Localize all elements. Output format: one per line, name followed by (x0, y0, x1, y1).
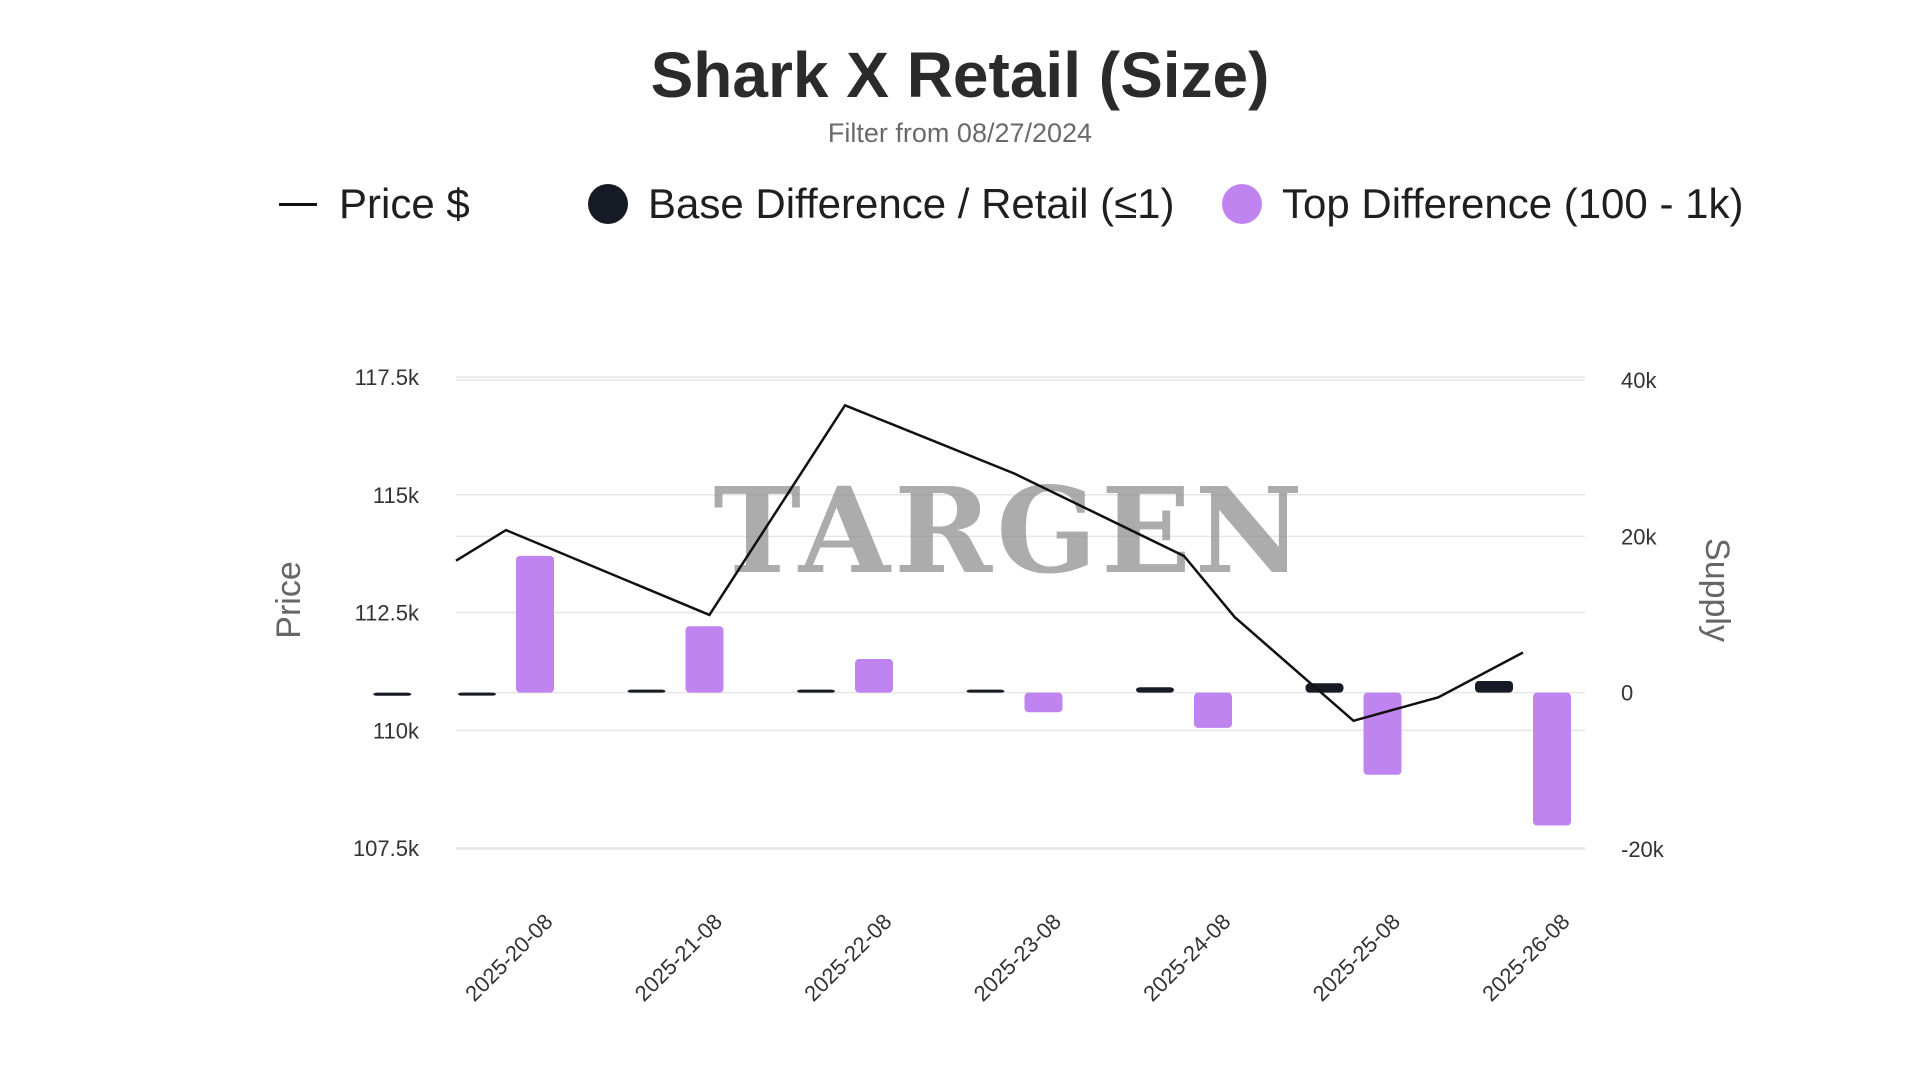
bar-top-difference[interactable] (1194, 692, 1232, 728)
line-swatch-icon (279, 202, 317, 206)
legend-item-price[interactable]: Price $ (279, 180, 470, 228)
bar-base-difference[interactable] (627, 689, 666, 693)
bar-base-difference[interactable] (1136, 687, 1174, 693)
bar-group (373, 555, 1571, 826)
left-axis-title: Price (270, 561, 308, 638)
grid-lines (456, 376, 1585, 850)
right-tick-label: 40k (1621, 368, 1657, 393)
price-line[interactable] (455, 403, 1524, 723)
x-tick-label: 2025-26-08 (1477, 909, 1574, 1006)
left-tick-label: 112.5k (355, 601, 420, 626)
right-axis-ticks: -20k 0 20k 40k (1621, 368, 1665, 862)
bar-base-difference[interactable] (458, 692, 496, 696)
x-tick-label: 2025-21-08 (630, 909, 727, 1006)
dot-swatch-icon (588, 184, 628, 224)
left-tick-label: 115k (373, 483, 420, 508)
bar-top-difference[interactable] (1024, 692, 1063, 713)
legend-label-top-difference: Top Difference (100 - 1k) (1282, 180, 1744, 227)
left-axis-ticks: 107.5k 110k 112.5k 115k 117.5k (353, 365, 420, 861)
bar-base-difference[interactable] (373, 692, 412, 696)
right-tick-label: 20k (1621, 524, 1657, 549)
bar-base-difference[interactable] (797, 689, 835, 693)
x-tick-label: 2025-25-08 (1308, 909, 1405, 1006)
bar-top-difference[interactable] (516, 555, 554, 693)
bar-top-difference[interactable] (855, 659, 893, 693)
chart-legend: Price $ Base Difference / Retail (≤1) To… (0, 180, 1920, 240)
price-line-group (455, 403, 1524, 723)
right-tick-label: 0 (1621, 681, 1633, 706)
left-tick-label: 110k (373, 718, 420, 743)
bar-top-difference[interactable] (1533, 692, 1571, 826)
legend-label-price: Price $ (339, 180, 470, 227)
right-axis-title: Supply (1698, 538, 1736, 642)
bar-top-difference[interactable] (685, 626, 724, 693)
bar-base-difference[interactable] (1475, 680, 1513, 693)
dot-swatch-icon (1222, 184, 1262, 224)
watermark: TARGEN (713, 461, 1307, 600)
legend-label-base-difference: Base Difference / Retail (≤1) (648, 180, 1175, 227)
x-tick-label: 2025-24-08 (1138, 909, 1235, 1006)
x-axis-ticks: 2025-20-08 2025-21-08 2025-22-08 2025-23-08… (460, 909, 1574, 1006)
bar-base-difference[interactable] (966, 689, 1005, 693)
left-tick-label: 107.5k (353, 836, 420, 861)
bar-top-difference[interactable] (1363, 692, 1402, 775)
left-tick-label: 117.5k (355, 365, 420, 390)
x-tick-label: 2025-20-08 (460, 909, 557, 1006)
chart-subtitle: Filter from 08/27/2024 (827, 118, 1093, 148)
x-tick-label: 2025-22-08 (799, 909, 896, 1006)
legend-item-base-difference[interactable]: Base Difference / Retail (≤1) (588, 180, 1175, 228)
x-tick-label: 2025-23-08 (969, 909, 1066, 1006)
right-tick-label: -20k (1621, 837, 1665, 862)
chart-title: Shark X Retail (Size) (650, 39, 1270, 111)
legend-item-top-difference[interactable]: Top Difference (100 - 1k) (1222, 180, 1743, 228)
